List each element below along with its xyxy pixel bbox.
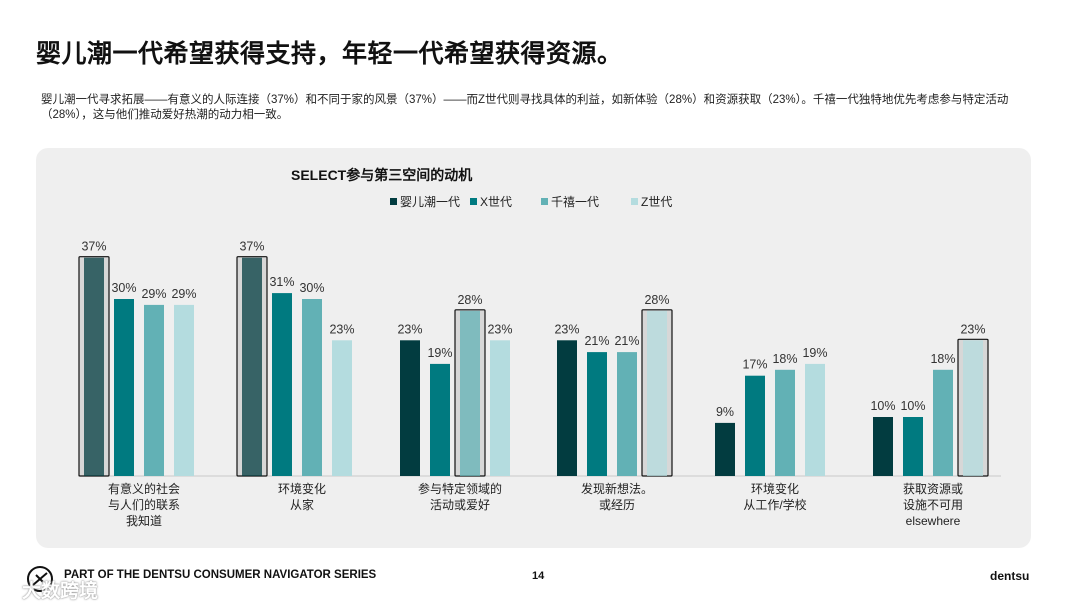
data-label: 23% bbox=[960, 322, 985, 336]
data-label: 21% bbox=[614, 334, 639, 348]
data-label: 19% bbox=[427, 346, 452, 360]
bar bbox=[903, 417, 923, 476]
category-label: 设施不可用 bbox=[903, 498, 963, 512]
category-label: 从工作/学校 bbox=[743, 497, 806, 512]
category-label: 活动或爱好 bbox=[430, 498, 490, 512]
data-label: 29% bbox=[141, 287, 166, 301]
legend-label: 婴儿潮一代 bbox=[400, 194, 460, 209]
data-label: 10% bbox=[870, 399, 895, 413]
bar bbox=[332, 340, 352, 476]
bar bbox=[617, 352, 637, 476]
data-label: 37% bbox=[239, 240, 264, 254]
bar bbox=[587, 352, 607, 476]
category-label: 或经历 bbox=[599, 498, 635, 512]
legend-swatch bbox=[541, 198, 548, 205]
data-label: 10% bbox=[900, 399, 925, 413]
data-label: 17% bbox=[742, 358, 767, 372]
bar bbox=[144, 304, 164, 476]
data-label: 23% bbox=[554, 322, 579, 336]
category-label: 环境变化 bbox=[278, 481, 326, 496]
bar bbox=[84, 257, 104, 476]
bar bbox=[400, 340, 420, 476]
legend-label: 千禧一代 bbox=[551, 195, 599, 209]
page-number: 14 bbox=[532, 570, 545, 582]
category-label: 与人们的联系 bbox=[108, 497, 180, 512]
brand-name: dentsu bbox=[990, 569, 1030, 583]
data-label: 23% bbox=[329, 322, 354, 336]
data-label: 18% bbox=[930, 352, 955, 366]
bar bbox=[647, 310, 667, 476]
data-label: 37% bbox=[81, 240, 106, 254]
dentsu-logo-icon bbox=[27, 566, 53, 592]
footer-series-text: PART OF THE DENTSU CONSUMER NAVIGATOR SE… bbox=[64, 569, 377, 581]
chart-panel: SELECT参与第三空间的动机婴儿潮一代 X世代 千禧一代 Z世代 37% 30% 29% 2… bbox=[36, 148, 1031, 548]
data-label: 19% bbox=[802, 346, 827, 360]
bar bbox=[745, 375, 765, 476]
data-label: 30% bbox=[299, 281, 324, 295]
category-label: elsewhere bbox=[906, 514, 961, 528]
legend-swatch bbox=[631, 198, 638, 205]
data-label: 28% bbox=[457, 293, 482, 307]
legend-label: Z世代 bbox=[641, 195, 672, 209]
bar bbox=[272, 293, 292, 476]
legend-label: X世代 bbox=[480, 195, 512, 209]
bar bbox=[302, 299, 322, 476]
category-label: 获取资源或 bbox=[903, 482, 963, 496]
chart-title: SELECT参与第三空间的动机 bbox=[291, 167, 472, 183]
page-title: 婴儿潮一代希望获得支持，年轻一代希望获得资源。 bbox=[36, 40, 623, 68]
watermark: 大数跨境 bbox=[22, 581, 99, 602]
data-label: 23% bbox=[487, 322, 512, 336]
category-label: 有意义的社会 bbox=[108, 481, 180, 496]
bar bbox=[242, 257, 262, 476]
bar bbox=[114, 299, 134, 476]
data-label: 28% bbox=[644, 293, 669, 307]
page-subtitle: 婴儿潮一代寻求拓展——有意义的人际连接（37%）和不同于家的风景（37%）——而… bbox=[41, 94, 1009, 121]
bar bbox=[557, 340, 577, 476]
bar bbox=[805, 363, 825, 476]
category-label: 环境变化 bbox=[751, 481, 799, 496]
bar bbox=[460, 310, 480, 476]
category-label: 我知道 bbox=[126, 514, 162, 528]
bar bbox=[174, 304, 194, 476]
category-label: 从家 bbox=[290, 497, 314, 512]
data-label: 18% bbox=[772, 352, 797, 366]
bar bbox=[490, 340, 510, 476]
legend-swatch bbox=[390, 198, 397, 205]
data-label: 21% bbox=[584, 334, 609, 348]
bar bbox=[933, 369, 953, 476]
data-label: 31% bbox=[269, 275, 294, 289]
bar bbox=[775, 369, 795, 476]
bar bbox=[430, 363, 450, 476]
bar bbox=[715, 422, 735, 476]
data-label: 29% bbox=[171, 287, 196, 301]
category-label: 发现新想法。 bbox=[581, 481, 653, 496]
data-label: 9% bbox=[716, 405, 734, 419]
bar bbox=[873, 417, 893, 476]
data-label: 23% bbox=[397, 322, 422, 336]
legend-swatch bbox=[470, 198, 477, 205]
bar bbox=[963, 340, 983, 476]
data-label: 30% bbox=[111, 281, 136, 295]
category-label: 参与特定领域的 bbox=[418, 481, 502, 496]
